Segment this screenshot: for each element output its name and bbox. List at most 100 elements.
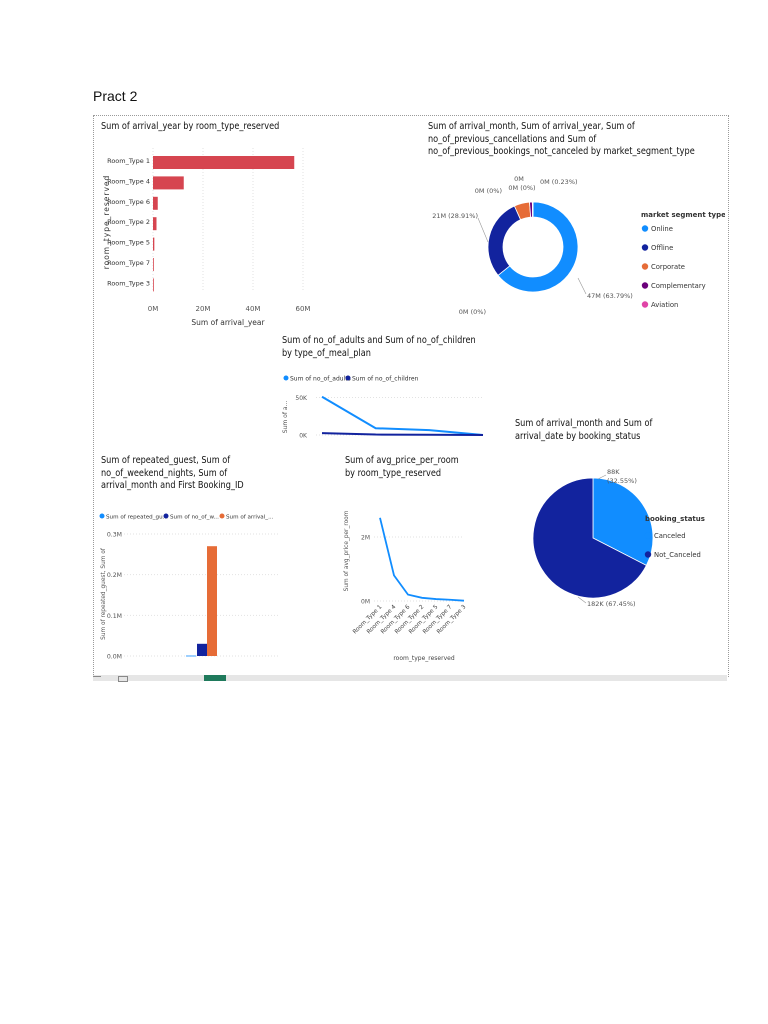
legend-marker <box>644 532 652 539</box>
donut1-title: Sum of arrival_month, Sum of arrival_yea… <box>428 121 695 159</box>
bar-chart-arrival-year: 0M 20M 40M 60M Room_Type 1 Room_Type 4 Room_Ty… <box>102 148 310 327</box>
page-tabs-bar <box>93 675 727 681</box>
data-label: 0M (0%) <box>459 308 486 316</box>
x-axis-label: Sum of arrival_year <box>191 318 265 327</box>
leader-line <box>477 217 489 243</box>
bar <box>153 258 154 271</box>
y-tick-label: Room_Type 7 <box>107 259 150 267</box>
legend-label: Sum of arrival_... <box>226 515 274 521</box>
data-label: 0M (0%) <box>475 187 502 195</box>
legend-marker <box>641 282 649 289</box>
series-line <box>321 432 484 436</box>
legend-marker <box>283 375 289 381</box>
line2-title-line: Sum of avg_price_per_room <box>345 455 459 466</box>
pie2-title: Sum of arrival_month and Sum of arrival_… <box>515 418 652 443</box>
active-page-tab[interactable] <box>204 675 226 681</box>
pie-chart-booking-status: 88K(32.55%) 182K (67.45%) booking_status Ca… <box>532 468 705 608</box>
y-tick-label: Room_Type 5 <box>107 239 150 247</box>
line-chart-adults-children: Sum of no_of_adults Sum of no_of_children… <box>282 375 484 440</box>
bar <box>153 176 184 190</box>
y-tick-label: 0.1M <box>107 613 122 620</box>
y-tick-label: 50K <box>295 395 308 402</box>
legend-label: Not_Canceled <box>654 551 701 559</box>
line1-title-line: by type_of_meal_plan <box>282 347 371 359</box>
scroll-left-icon[interactable] <box>93 676 101 681</box>
page-title: Pract 2 <box>93 88 138 104</box>
bar1-title-line: Sum of arrival_year by room_type_reserve… <box>101 121 280 132</box>
column-chart-guests: Sum of repeated_gu... Sum of no_of_w... Su… <box>99 513 279 661</box>
legend-marker <box>641 301 649 308</box>
pie2-title-line: Sum of arrival_month and Sum of <box>515 418 653 429</box>
legend-label: Offline <box>651 244 673 252</box>
legend-label: Complementary <box>651 282 706 290</box>
y-tick-label: 2M <box>361 535 370 542</box>
y-tick-label: Room_Type 4 <box>107 177 150 185</box>
column-bar <box>186 655 196 657</box>
y-tick-label: Room_Type 2 <box>107 218 150 226</box>
pie2-title-line: arrival_date by booking_status <box>515 430 641 442</box>
legend-label: Sum of no_of_adults <box>290 376 351 383</box>
page-nav-icon[interactable] <box>118 676 128 682</box>
y-tick-label: Room_Type 6 <box>107 198 150 206</box>
y-tick-label: 0M <box>361 599 370 606</box>
bar <box>153 196 158 210</box>
y-axis-label: Sum of a... <box>282 401 289 434</box>
line1-title-line: Sum of no_of_adults and Sum of no_of_chi… <box>282 335 476 346</box>
legend-label: Aviation <box>651 301 678 309</box>
y-tick-label: Room_Type 3 <box>107 279 150 287</box>
donut-slice <box>531 201 534 218</box>
data-label: (32.55%) <box>607 477 637 485</box>
legend-title: booking_status <box>645 515 705 523</box>
col1-title-line: arrival_month and First Booking_ID <box>101 480 244 491</box>
data-label: 21M (28.91%) <box>432 212 478 220</box>
x-tick-label: 40M <box>246 305 261 313</box>
series-line <box>379 517 465 602</box>
y-tick-label: Room_Type 1 <box>107 157 150 165</box>
donut1-title-line: no_of_previous_bookings_not_canceled by … <box>428 146 695 157</box>
legend-marker <box>99 513 105 519</box>
legend-label: Corporate <box>651 263 685 271</box>
data-label: 0M <box>514 175 524 183</box>
legend-label: Sum of no_of_w... <box>170 515 219 521</box>
legend-marker <box>641 244 649 251</box>
legend-label: Sum of no_of_children <box>352 376 419 383</box>
leader-line <box>577 596 587 604</box>
legend-label: Online <box>651 225 673 233</box>
y-tick-label: 0.3M <box>107 532 122 539</box>
legend-label: Sum of repeated_gu... <box>106 515 168 521</box>
y-tick-label: 0K <box>299 433 308 440</box>
data-label: 182K (67.45%) <box>587 600 636 608</box>
y-axis-label: Sum of avg_price_per_room <box>344 510 350 591</box>
line1-title: Sum of no_of_adults and Sum of no_of_chi… <box>282 335 476 360</box>
y-axis-label: Sum of repeated_guest, Sum of <box>101 547 107 640</box>
x-tick-label: 0M <box>148 305 159 313</box>
legend-title: market segment type <box>641 211 725 219</box>
line2-title-line: by room_type_reserved <box>345 467 442 479</box>
donut-slice <box>497 201 579 293</box>
legend-marker <box>644 551 652 558</box>
line2-title: Sum of avg_price_per_room by room_type_r… <box>345 455 459 480</box>
leader-line <box>577 277 587 295</box>
y-tick-label: 0.2M <box>107 572 122 579</box>
col1-title-line: no_of_weekend_nights, Sum of <box>101 467 228 479</box>
data-label: 47M (63.79%) <box>587 292 633 300</box>
col1-title: Sum of repeated_guest, Sum of no_of_week… <box>101 455 244 493</box>
leader-line <box>597 474 607 480</box>
column-bar <box>207 546 217 656</box>
y-axis-label: room_type_reserved <box>102 175 111 270</box>
donut1-title-line: no_of_previous_cancellations and Sum of <box>428 133 597 145</box>
y-tick-label: 0.0M <box>107 654 122 661</box>
series-line <box>321 395 484 436</box>
legend-marker <box>641 225 649 232</box>
data-label: 0M (0.23%) <box>540 178 578 186</box>
pie-slice <box>532 477 647 599</box>
data-label: 88K <box>607 468 620 476</box>
bar <box>153 237 155 251</box>
legend-marker <box>163 513 169 519</box>
bar <box>153 156 295 169</box>
data-label: 0M (0%) <box>508 184 535 192</box>
donut1-title-line: Sum of arrival_month, Sum of arrival_yea… <box>428 121 635 132</box>
donut-slice <box>487 205 522 276</box>
legend-marker <box>345 375 351 381</box>
